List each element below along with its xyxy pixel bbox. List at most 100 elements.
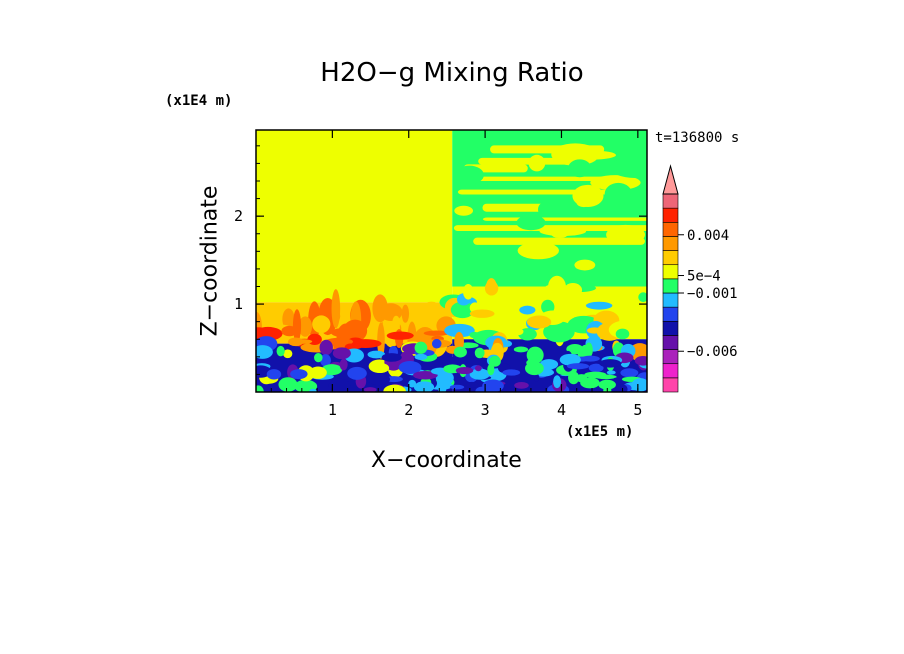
turbulence [523,291,534,302]
turbulence [567,363,590,370]
plume [401,304,410,323]
x-axis: 1 2 3 4 5 [270,130,642,419]
turbulence [566,344,584,355]
turbulence [612,377,620,383]
streak [568,159,592,178]
turbulence [531,352,539,367]
x-tick-label: 3 [481,401,490,419]
turbulence [256,345,273,359]
plume [282,308,295,330]
streak [473,237,645,245]
turbulence [588,363,604,373]
turbulence [634,355,647,366]
turbulence [532,373,540,382]
streak [569,150,617,160]
streak [539,226,587,237]
plume [423,330,449,336]
turbulence [276,345,285,357]
turbulence [314,353,323,363]
turbulence [278,377,298,392]
streak [482,203,545,212]
colorbar-segment [662,306,679,322]
y-tick-label: 1 [234,295,243,313]
turbulence [469,309,495,318]
turbulence [513,346,529,353]
turbulence [469,368,490,380]
streak [461,176,619,181]
turbulence [519,305,536,315]
turbulence [455,366,474,375]
turbulence [381,353,402,362]
plume [331,289,341,329]
plume [312,315,331,334]
turbulence [550,282,561,302]
turbulence [328,378,351,392]
turbulence [290,369,308,380]
streak [538,201,553,218]
colorbar-segment [662,250,679,266]
plume [298,316,313,337]
turbulence [568,371,580,385]
turbulence [444,323,475,338]
turbulence [383,384,406,392]
colorbar-segment [662,349,679,365]
x-unit-label: (x1E5 m) [566,424,634,440]
colorbar-segment [662,264,679,280]
turbulence [615,328,630,340]
turbulence [266,369,282,380]
x-tick-label: 5 [633,401,642,419]
turbulence [580,355,600,362]
turbulence [413,381,435,392]
y-unit-label: (x1E4 m) [165,93,233,109]
turbulence [453,346,467,358]
plot-frame [255,129,648,393]
turbulence [465,381,479,388]
turbulence [541,299,555,315]
turbulence [585,301,613,310]
colorbar-label: −0.001 [687,286,738,302]
turbulence [526,315,552,329]
y-tick-label: 2 [234,207,243,225]
turbulence [408,379,417,388]
turbulence [553,375,562,389]
colorbar-segment [662,363,679,379]
turbulence [412,370,438,380]
streak [606,224,646,245]
turbulence [454,332,464,352]
turbulence [599,359,622,368]
colorbar-segment [662,207,679,223]
colorbar-segment [662,236,679,251]
turbulence [450,301,475,319]
colorbar-label: 5e−4 [687,269,721,285]
turbulence [469,331,480,339]
turbulence [482,380,502,390]
turbulence [563,283,583,298]
streak [576,198,592,208]
plume [423,301,440,313]
streak [469,249,486,271]
turbulence [319,339,333,356]
colorbar-segment [662,320,679,336]
turbulence [486,278,497,296]
y-axis: 12 [234,145,647,375]
streak [604,182,632,205]
turbulence [513,328,524,336]
streak [574,259,596,271]
colorbar-arrow [662,164,679,195]
x-tick-label: 2 [404,401,413,419]
plume [392,315,401,331]
turbulence [366,373,391,386]
colorbar-segment [662,221,679,237]
time-label: t=136800 s [655,130,740,146]
turbulence [587,327,602,334]
streak [610,156,647,178]
plot-area [256,130,647,392]
turbulence [294,379,318,392]
turbulence [363,387,377,392]
turbulence [320,354,331,367]
colorbar-segment [662,335,679,350]
colorbar-segment [662,193,679,209]
turbulence [631,378,647,392]
turbulence [615,384,628,392]
